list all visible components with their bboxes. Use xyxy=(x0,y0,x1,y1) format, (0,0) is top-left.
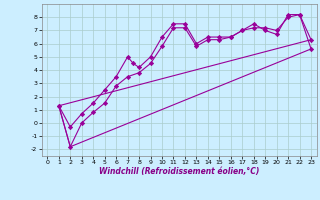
X-axis label: Windchill (Refroidissement éolien,°C): Windchill (Refroidissement éolien,°C) xyxy=(99,167,260,176)
